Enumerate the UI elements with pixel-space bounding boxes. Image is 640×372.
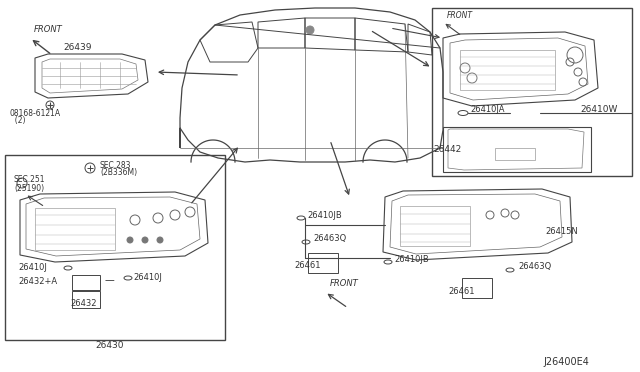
Text: 26461: 26461: [448, 286, 474, 295]
Text: (2B336M): (2B336M): [100, 169, 137, 177]
Text: (2): (2): [10, 115, 26, 125]
Circle shape: [306, 26, 314, 34]
Text: 26415N: 26415N: [545, 228, 578, 237]
Text: FRONT: FRONT: [447, 10, 473, 19]
Bar: [462, 278, 492, 298]
Bar: [460, 50, 555, 90]
Bar: [495, 148, 535, 160]
Circle shape: [142, 237, 148, 243]
Text: 26410J: 26410J: [18, 263, 47, 273]
Bar: [35, 208, 115, 250]
Text: 26432: 26432: [70, 299, 97, 308]
Text: SEC.251: SEC.251: [14, 176, 45, 185]
Text: SEC.283: SEC.283: [100, 160, 131, 170]
Text: 26410JB: 26410JB: [394, 256, 429, 264]
Bar: [432, 8, 632, 176]
Text: 26442: 26442: [433, 144, 461, 154]
Bar: [5, 155, 225, 340]
Text: 26410J: 26410J: [133, 273, 162, 282]
Bar: [72, 291, 100, 308]
Circle shape: [157, 237, 163, 243]
Text: 26410JA: 26410JA: [470, 106, 504, 115]
Text: 26410JB: 26410JB: [307, 211, 342, 219]
Text: 26410W: 26410W: [580, 106, 618, 115]
Text: 26439: 26439: [64, 44, 92, 52]
Text: 26430: 26430: [96, 340, 124, 350]
Bar: [400, 206, 470, 246]
Text: (25190): (25190): [14, 183, 44, 192]
Text: J26400E4: J26400E4: [543, 357, 589, 367]
Bar: [72, 275, 100, 290]
Circle shape: [127, 237, 133, 243]
Text: —: —: [105, 275, 115, 285]
Text: 26463Q: 26463Q: [518, 263, 551, 272]
Text: 26432+A: 26432+A: [18, 276, 57, 285]
Text: 26463Q: 26463Q: [313, 234, 346, 244]
Text: FRONT: FRONT: [34, 26, 63, 35]
Bar: [443, 127, 591, 172]
Text: 26461: 26461: [294, 262, 321, 270]
Text: 08168-6121A: 08168-6121A: [10, 109, 61, 118]
Bar: [308, 253, 338, 273]
Text: FRONT: FRONT: [330, 279, 359, 288]
